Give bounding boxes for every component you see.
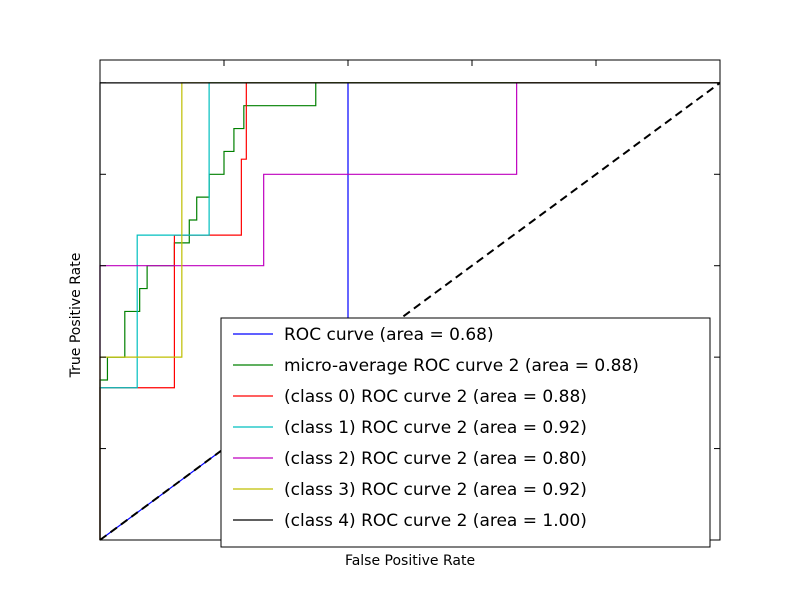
legend-label-class-4-roc-curve-2-area-1-00: (class 4) ROC curve 2 (area = 1.00) xyxy=(284,511,587,531)
legend-label-micro-average-roc-curve-2-area-0-88: micro-average ROC curve 2 (area = 0.88) xyxy=(284,356,639,376)
legend-label-class-2-roc-curve-2-area-0-80: (class 2) ROC curve 2 (area = 0.80) xyxy=(284,449,587,469)
legend-box xyxy=(220,317,711,548)
legend-label-class-1-roc-curve-2-area-0-92: (class 1) ROC curve 2 (area = 0.92) xyxy=(284,418,587,438)
legend: ROC curve (area = 0.68) micro-average ROC… xyxy=(220,317,711,548)
legend-label-roc-curve-area-0-68: ROC curve (area = 0.68) xyxy=(284,325,494,345)
legend-label-class-3-roc-curve-2-area-0-92: (class 3) ROC curve 2 (area = 0.92) xyxy=(284,480,587,500)
series-line-micro-average-roc-curve-2-area-0-88 xyxy=(99,82,720,540)
y-axis-label: True Positive Rate xyxy=(68,253,84,379)
x-axis-label: False Positive Rate xyxy=(345,553,475,569)
diagonal-reference-line xyxy=(99,82,721,541)
legend-label-class-0-roc-curve-2-area-0-88: (class 0) ROC curve 2 (area = 0.88) xyxy=(284,387,587,407)
